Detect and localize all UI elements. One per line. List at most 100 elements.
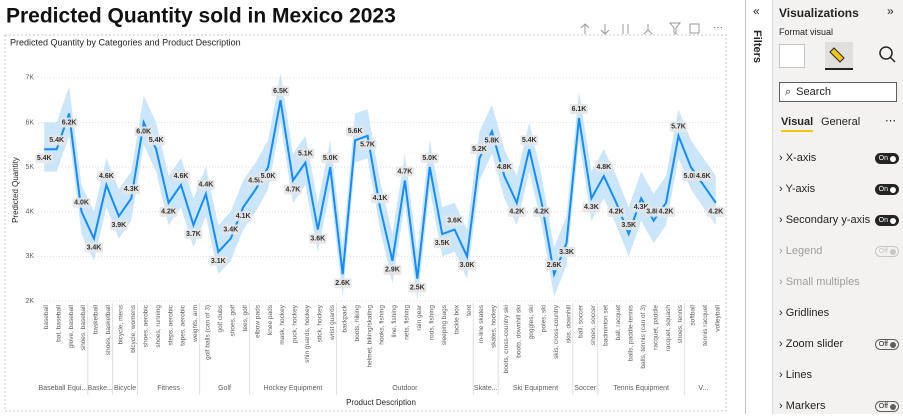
x-tick-label: tapes, aerobic <box>180 304 187 346</box>
data-label-bg <box>545 260 564 271</box>
data-label: 5.8K <box>485 137 500 144</box>
x-tick-label: wrist guards <box>329 304 336 341</box>
data-label: 5.0K <box>422 155 437 162</box>
setting-label: › X-axis <box>779 152 817 164</box>
data-label: 6.2K <box>62 119 77 126</box>
x-tick-label: balls, paddle-tennis <box>627 304 634 361</box>
data-label-bg <box>234 211 253 222</box>
setting-row[interactable]: › Secondary y-axis On <box>779 210 899 230</box>
more-options[interactable]: ⋯ <box>885 115 896 127</box>
svg-text:⋯: ⋯ <box>713 23 723 34</box>
data-label-bg <box>669 121 688 132</box>
tab-visual[interactable]: Visual <box>781 116 814 132</box>
tab-general[interactable]: General <box>821 116 861 128</box>
data-label-bg <box>520 135 539 146</box>
data-label-bg <box>159 206 178 217</box>
data-label-bg <box>72 197 91 208</box>
setting-row[interactable]: › Lines <box>779 365 899 385</box>
data-label: 5.4K <box>37 155 52 162</box>
data-label: 4.3K <box>584 204 599 211</box>
x-group-label: Tennis Equipment <box>613 385 669 392</box>
data-label-bg <box>221 224 240 235</box>
data-label: 4.7K <box>397 168 412 175</box>
data-label: 6.1K <box>572 106 587 113</box>
data-label-bg <box>134 126 153 137</box>
data-label: 5.0K <box>323 155 338 162</box>
data-label-bg <box>47 135 66 146</box>
x-tick-label: tackle box <box>453 304 460 334</box>
x-tick-label: skates, hockey <box>491 304 498 348</box>
setting-row[interactable]: › Zoom slider Off <box>779 334 899 354</box>
x-tick-label: volleyball <box>715 304 722 331</box>
toggle[interactable]: Off <box>874 400 899 412</box>
toggle[interactable]: Off <box>874 245 899 257</box>
data-label-bg <box>333 278 352 289</box>
x-group-label: Bicycle <box>114 385 136 392</box>
setting-label: › Legend <box>779 245 823 257</box>
setting-row[interactable]: › X-axis On <box>779 148 899 168</box>
data-label-bg <box>557 246 576 257</box>
x-tick-label: golf balls (can of 3) <box>205 305 212 360</box>
setting-row[interactable]: › Markers Off <box>779 396 899 416</box>
analytics-button[interactable] <box>877 44 897 66</box>
y-tick-label: 2K <box>25 298 34 305</box>
search-box[interactable]: ⌕ Search <box>779 82 897 102</box>
data-label-bg <box>296 148 315 159</box>
data-label: 4.3K <box>634 204 649 211</box>
data-label-bg <box>619 220 638 231</box>
data-label-bg <box>706 206 725 217</box>
collapse-icon[interactable]: » <box>887 4 894 18</box>
x-tick-label: shoes, golf <box>229 305 236 337</box>
data-label-bg <box>470 144 489 155</box>
build-visual-button[interactable] <box>779 44 805 68</box>
x-tick-label: badminton set <box>603 305 610 346</box>
setting-row[interactable]: › Small multiples <box>779 272 899 292</box>
data-label: 4.2K <box>161 209 176 216</box>
setting-label: › Secondary y-axis <box>779 214 871 226</box>
x-tick-label: line, fishing <box>391 305 398 338</box>
x-tick-label: golf clubs <box>217 304 224 332</box>
data-label: 2.9K <box>385 267 400 274</box>
format-visual-button[interactable] <box>825 42 853 70</box>
data-label: 4.2K <box>609 209 624 216</box>
data-label-bg <box>495 162 514 173</box>
data-label: 5.0K <box>684 173 699 180</box>
collapse-icon[interactable]: « <box>753 4 760 18</box>
y-axis-title: Predicted Quantity <box>11 157 20 223</box>
x-tick-label: shoes, soccer <box>590 304 597 345</box>
data-label-bg <box>657 206 676 217</box>
visual-header-icons[interactable]: ⋯ <box>580 22 723 35</box>
x-tick-label: in-line skates <box>478 304 485 343</box>
data-label: 4.7K <box>286 186 301 193</box>
x-tick-label: goggles, ski <box>528 305 535 339</box>
toggle[interactable]: On <box>874 183 899 195</box>
x-tick-label: shin guards, hockey <box>304 304 311 363</box>
data-label: 5.2K <box>472 146 487 153</box>
data-label: 4.4K <box>198 182 213 189</box>
data-label: 3.9K <box>111 222 126 229</box>
filters-label[interactable]: Filters <box>751 30 763 64</box>
data-label: 5.7K <box>360 142 375 149</box>
toggle[interactable]: Off <box>874 338 899 350</box>
x-group-label: Baske... <box>88 385 113 392</box>
x-tick-label: tennis racquet <box>702 305 709 346</box>
data-label-bg <box>582 202 601 213</box>
data-label-bg <box>84 242 103 253</box>
y-tick-label: 5K <box>25 164 34 171</box>
x-tick-label: shoes, running <box>155 305 162 348</box>
setting-row[interactable]: › Y-axis On <box>779 179 899 199</box>
data-label-bg <box>458 260 477 271</box>
data-label-bg <box>97 170 116 181</box>
setting-row[interactable]: › Legend Off <box>779 241 899 261</box>
setting-row[interactable]: › Gridlines <box>779 303 899 323</box>
x-tick-label: boots, downhill ski <box>516 305 523 358</box>
x-group-label: Soccer <box>574 385 596 392</box>
toggle[interactable]: On <box>874 152 899 164</box>
visualizations-pane: Visualizations » Format visual ⌕ Search V… <box>772 0 903 414</box>
x-tick-label: nets, fishing <box>404 305 411 340</box>
toggle[interactable]: On <box>874 214 899 226</box>
x-tick-label: shoes, aerobic <box>142 304 149 347</box>
y-tick-label: 4K <box>25 209 34 216</box>
filters-strip[interactable]: « Filters <box>745 0 773 414</box>
data-label-bg <box>196 179 215 190</box>
